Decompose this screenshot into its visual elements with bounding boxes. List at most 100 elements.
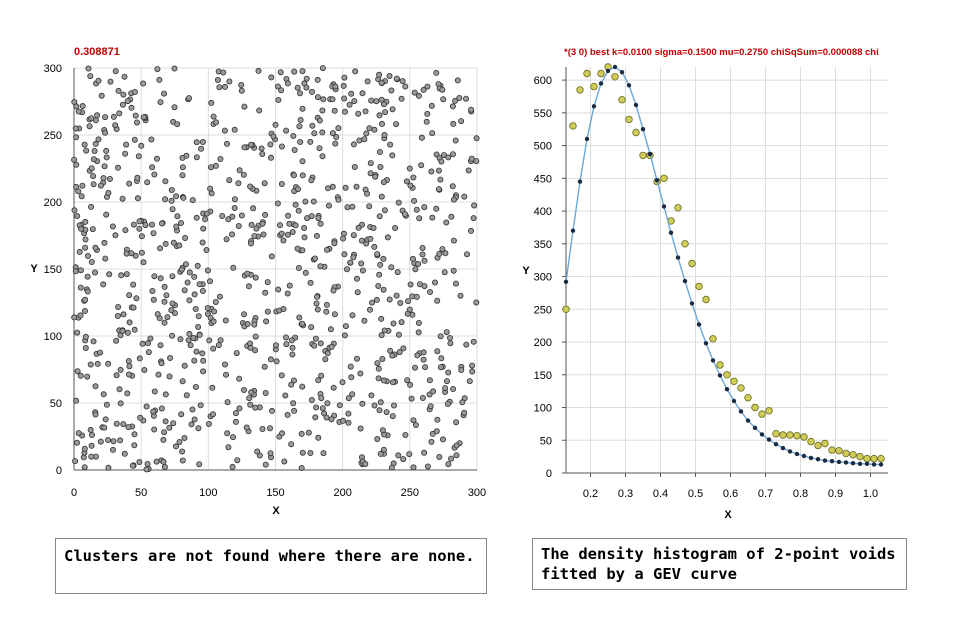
scatter-point: [71, 314, 78, 321]
scatter-point: [359, 90, 366, 97]
scatter-point: [170, 239, 177, 246]
scatter-point: [278, 180, 285, 187]
scatter-point: [261, 363, 268, 370]
left-x-axis-label: X: [272, 505, 280, 517]
scatter-point: [308, 88, 315, 95]
scatter-point: [84, 288, 91, 295]
scatter-point: [366, 306, 373, 313]
scatter-point: [448, 213, 455, 220]
scatter-point: [262, 289, 269, 296]
right-y-tick-label: 450: [534, 173, 552, 185]
histogram-point: [765, 407, 773, 415]
scatter-point: [200, 357, 207, 364]
right-x-tick-label: 0.6: [723, 488, 738, 500]
scatter-point: [319, 405, 326, 412]
scatter-point: [119, 195, 126, 202]
scatter-point: [421, 257, 428, 264]
scatter-point: [142, 222, 149, 229]
scatter-point: [389, 106, 396, 113]
scatter-point: [386, 296, 393, 303]
scatter-point: [363, 190, 370, 197]
scatter-point: [140, 259, 147, 266]
scatter-point: [423, 118, 430, 125]
scatter-point: [312, 335, 319, 342]
scatter-point: [410, 174, 417, 181]
scatter-point: [447, 340, 454, 347]
scatter-point: [395, 199, 402, 206]
histogram-point: [849, 451, 857, 459]
scatter-point: [412, 266, 419, 273]
scatter-point: [387, 347, 394, 354]
scatter-point: [305, 429, 312, 436]
scatter-point: [112, 122, 119, 129]
scatter-point: [207, 164, 214, 171]
scatter-point: [145, 349, 152, 356]
scatter-point: [461, 193, 468, 200]
scatter-point: [329, 183, 336, 190]
right-y-tick-label: 250: [534, 304, 552, 316]
scatter-point: [284, 290, 291, 297]
scatter-point: [345, 419, 352, 426]
scatter-point: [312, 414, 319, 421]
scatter-point: [388, 87, 395, 94]
scatter-point: [226, 78, 233, 85]
scatter-point: [219, 212, 226, 219]
scatter-point: [351, 163, 358, 170]
scatter-point: [141, 366, 148, 373]
scatter-point: [87, 361, 94, 368]
scatter-point: [407, 182, 414, 189]
scatter-point: [88, 203, 95, 210]
scatter-point: [345, 410, 352, 417]
scatter-point: [420, 356, 427, 363]
scatter-point: [434, 416, 441, 423]
scatter-point: [469, 362, 476, 369]
scatter-point: [105, 189, 112, 196]
scatter-point: [399, 78, 406, 85]
scatter-point: [377, 163, 384, 170]
scatter-point: [247, 240, 254, 247]
scatter-point: [157, 275, 164, 282]
scatter-point: [123, 141, 130, 148]
scatter-point: [323, 414, 330, 421]
scatter-point: [307, 449, 314, 456]
scatter-point: [136, 355, 143, 362]
scatter-point: [473, 299, 480, 306]
scatter-point: [191, 357, 198, 364]
scatter-point: [125, 358, 132, 365]
right-y-tick-label: 300: [534, 272, 552, 284]
scatter-point: [341, 251, 348, 258]
scatter-point: [415, 260, 422, 267]
scatter-point: [110, 446, 117, 453]
scatter-point: [407, 281, 414, 288]
gev-fit-point: [626, 83, 632, 88]
scatter-point: [131, 431, 138, 438]
scatter-point: [378, 193, 385, 200]
scatter-point: [381, 131, 388, 138]
scatter-point: [186, 330, 193, 337]
right-x-axis-label: X: [724, 509, 732, 521]
scatter-point: [402, 431, 409, 438]
scatter-point: [376, 213, 383, 220]
scatter-point: [85, 65, 92, 72]
histogram-point: [779, 431, 787, 439]
scatter-point: [158, 220, 165, 227]
scatter-point: [123, 250, 130, 257]
scatter-point: [272, 121, 279, 128]
scatter-point: [381, 207, 388, 214]
scatter-point: [441, 269, 448, 276]
left-y-tick-label: 250: [44, 130, 62, 142]
scatter-point: [246, 395, 253, 402]
scatter-point: [133, 295, 140, 302]
scatter-point: [311, 342, 318, 349]
scatter-point: [419, 394, 426, 401]
scatter-point: [251, 233, 258, 240]
scatter-point: [400, 456, 407, 463]
scatter-point: [117, 400, 124, 407]
scatter-point: [173, 193, 180, 200]
scatter-point: [437, 333, 444, 340]
scatter-point: [116, 110, 123, 117]
scatter-point: [416, 215, 423, 222]
scatter-point: [298, 464, 305, 471]
scatter-point: [380, 446, 387, 453]
scatter-point: [341, 108, 348, 115]
